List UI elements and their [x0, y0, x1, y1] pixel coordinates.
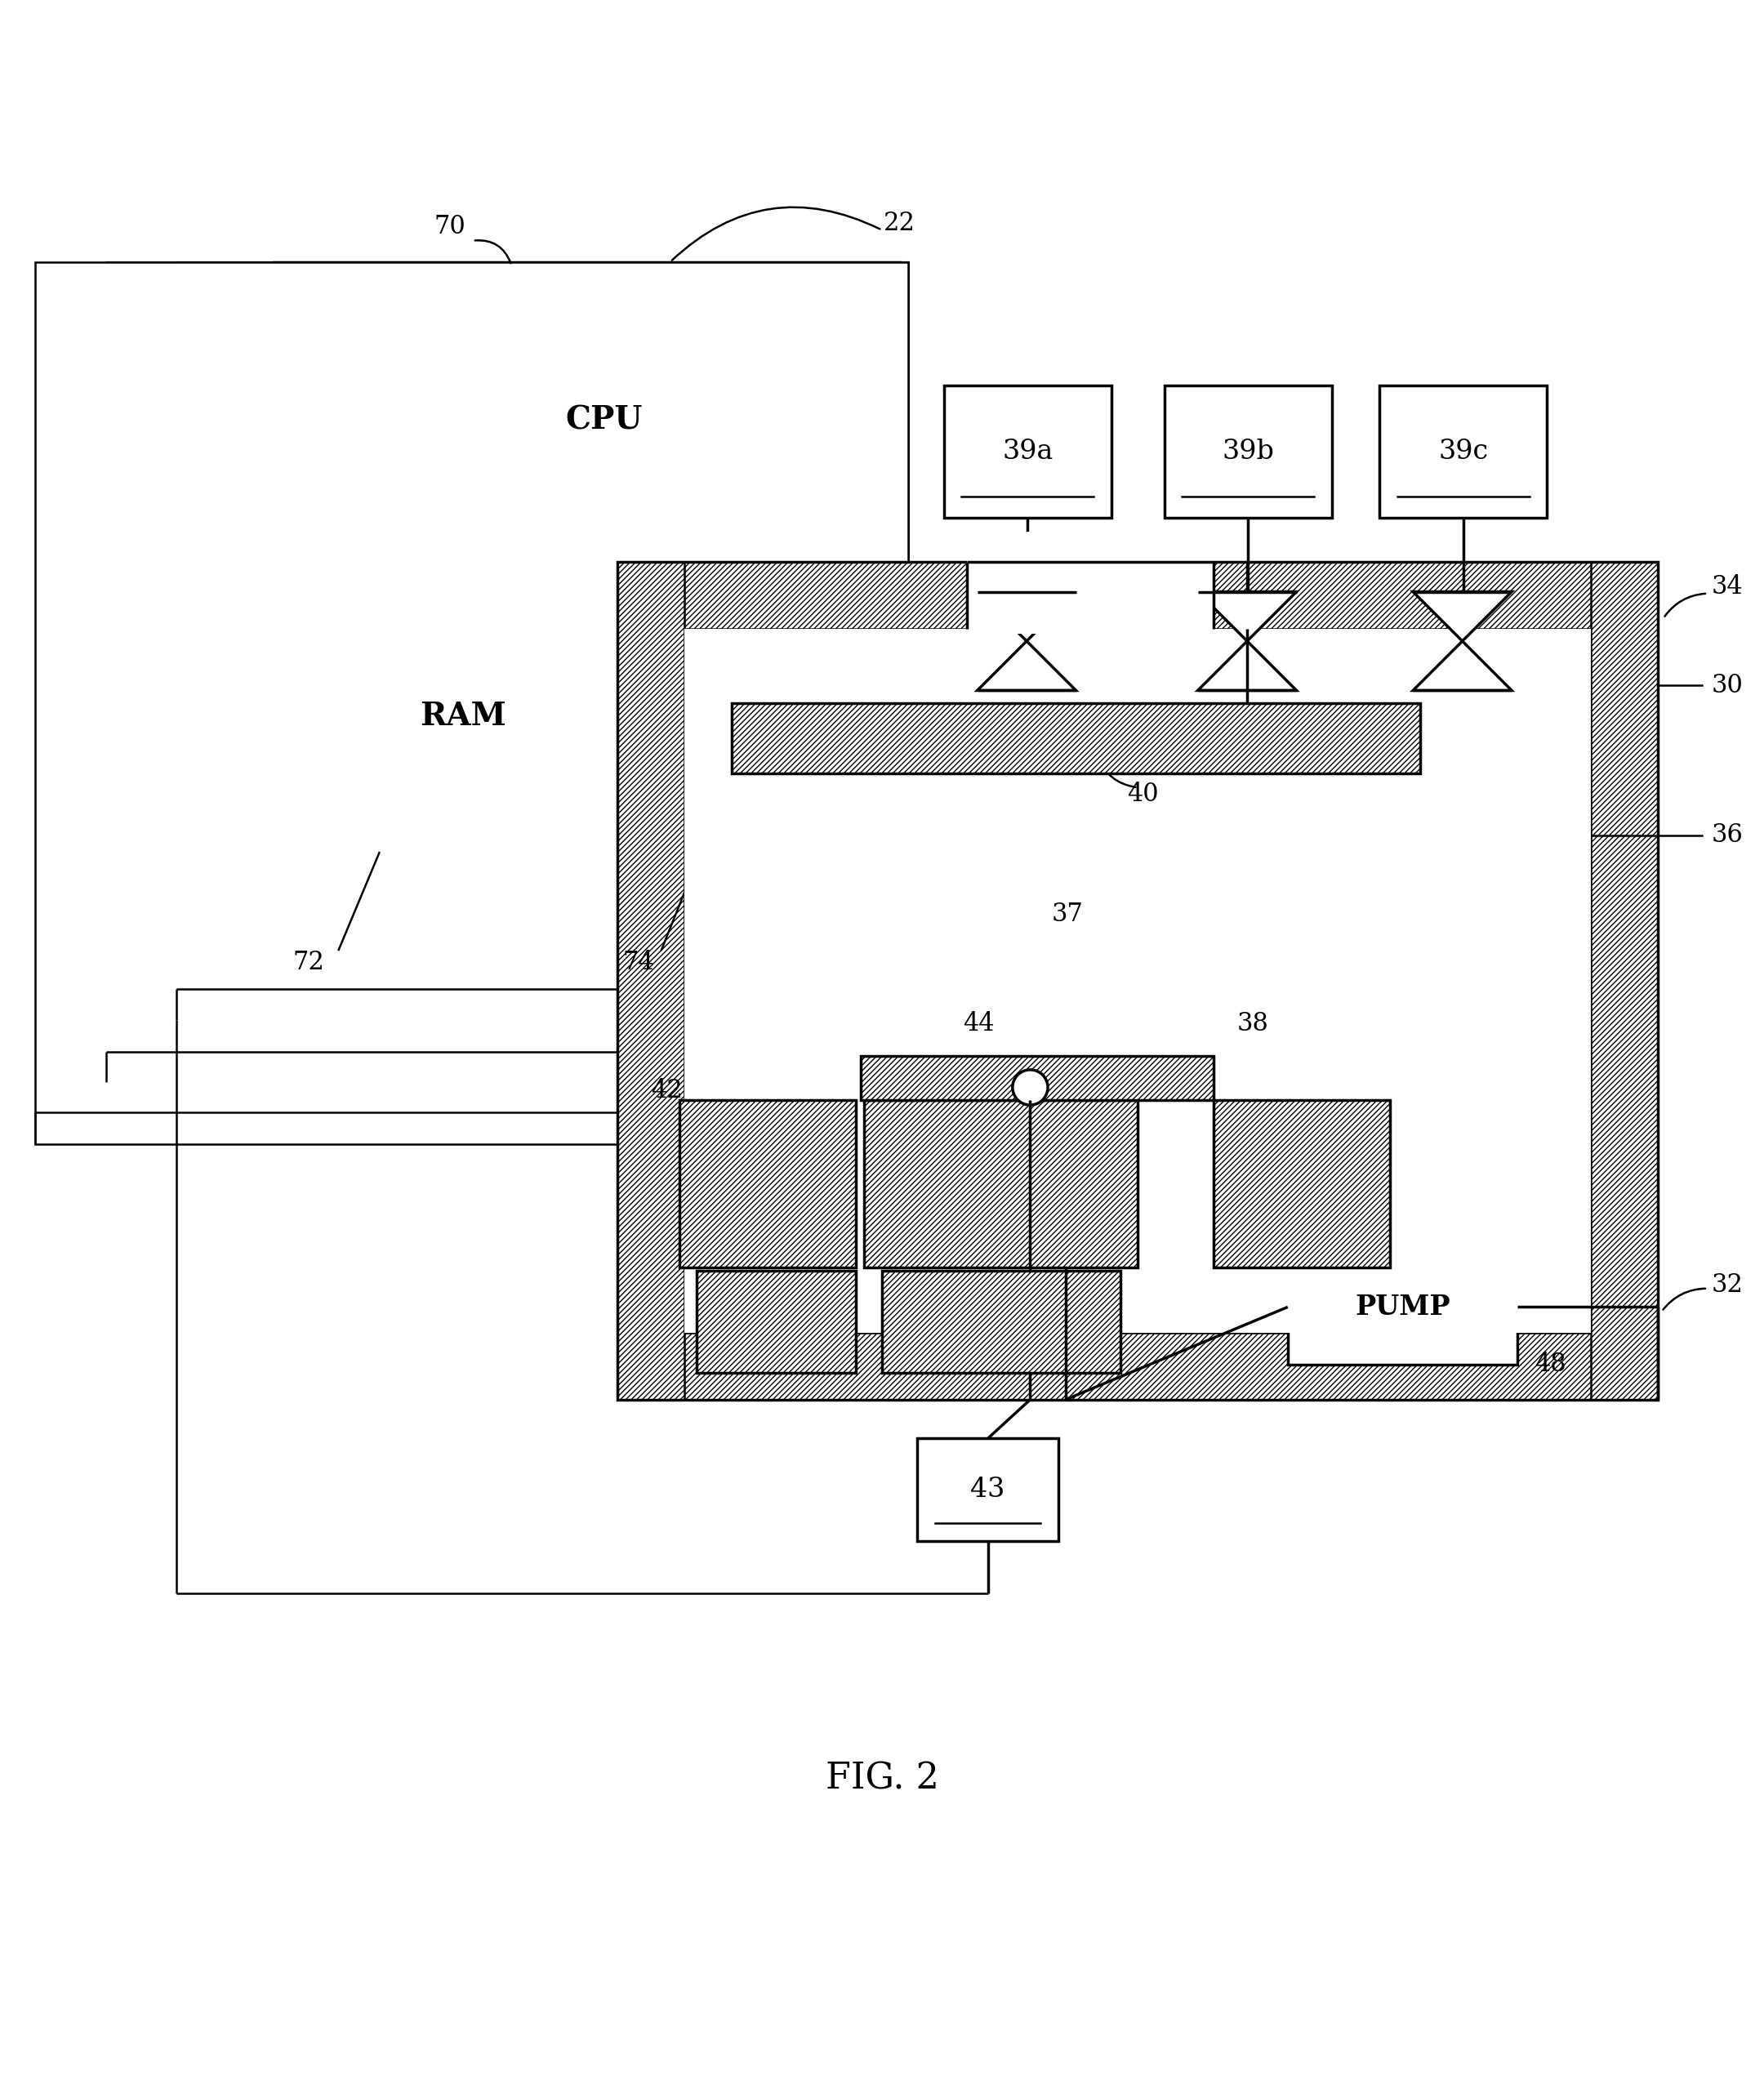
Bar: [882, 1271, 1120, 1372]
Text: 38: 38: [1237, 1011, 1268, 1036]
Bar: [106, 262, 908, 1082]
Text: 72: 72: [293, 949, 325, 976]
Bar: [1214, 1100, 1390, 1266]
Bar: [684, 629, 1591, 1333]
Bar: [917, 1439, 1058, 1540]
Bar: [635, 579, 891, 853]
Text: 41: 41: [1372, 735, 1404, 760]
Bar: [1379, 386, 1547, 517]
Bar: [1591, 563, 1658, 1399]
Text: CPU: CPU: [566, 405, 642, 436]
Bar: [679, 1100, 856, 1266]
Text: 44: 44: [963, 1011, 995, 1036]
Bar: [617, 1333, 1658, 1399]
Bar: [273, 262, 900, 940]
Bar: [732, 704, 1420, 774]
Bar: [176, 262, 908, 1021]
Text: 42: 42: [651, 1077, 683, 1104]
Text: 39b: 39b: [1222, 438, 1274, 465]
Bar: [679, 1100, 856, 1266]
Text: 48: 48: [1535, 1351, 1566, 1376]
Text: 74: 74: [623, 949, 654, 976]
Bar: [732, 704, 1420, 774]
Polygon shape: [1198, 592, 1297, 641]
Text: 36: 36: [1711, 822, 1743, 847]
Text: 41: 41: [1157, 735, 1189, 760]
Polygon shape: [977, 592, 1076, 641]
Bar: [864, 1100, 1138, 1266]
Bar: [861, 1055, 1214, 1100]
Text: 32: 32: [1711, 1273, 1743, 1298]
Polygon shape: [977, 641, 1076, 691]
Bar: [1164, 386, 1332, 517]
Bar: [617, 563, 1658, 629]
Text: RAM: RAM: [420, 700, 506, 731]
Text: 46: 46: [1043, 1123, 1074, 1148]
Circle shape: [1013, 1069, 1048, 1104]
Text: 34: 34: [1711, 573, 1743, 600]
Bar: [326, 588, 600, 845]
Text: 37: 37: [1051, 901, 1083, 928]
Text: 41: 41: [937, 735, 968, 760]
Text: 22: 22: [884, 210, 916, 237]
Polygon shape: [1198, 641, 1297, 691]
Text: HARD
DISK
DRIVE: HARD DISK DRIVE: [713, 671, 813, 760]
Bar: [1214, 1100, 1390, 1266]
Text: 40: 40: [1127, 783, 1159, 808]
Bar: [1288, 1250, 1517, 1364]
Text: 39c: 39c: [1438, 438, 1489, 465]
Text: PUMP: PUMP: [1355, 1293, 1450, 1320]
Bar: [864, 1100, 1138, 1266]
Text: 39a: 39a: [1002, 438, 1053, 465]
Bar: [944, 386, 1111, 517]
Bar: [697, 1271, 856, 1372]
Bar: [617, 563, 684, 1399]
Text: 70: 70: [434, 214, 466, 239]
Text: FIG. 2: FIG. 2: [826, 1760, 938, 1796]
Bar: [861, 1055, 1214, 1100]
Polygon shape: [1413, 592, 1512, 641]
Bar: [35, 262, 908, 1144]
Bar: [617, 563, 1658, 1399]
Bar: [967, 531, 1214, 633]
Text: 43: 43: [970, 1476, 1005, 1503]
Polygon shape: [1413, 641, 1512, 691]
Text: 30: 30: [1711, 673, 1743, 698]
Bar: [882, 1271, 1120, 1372]
Bar: [697, 1271, 856, 1372]
Bar: [450, 324, 759, 517]
